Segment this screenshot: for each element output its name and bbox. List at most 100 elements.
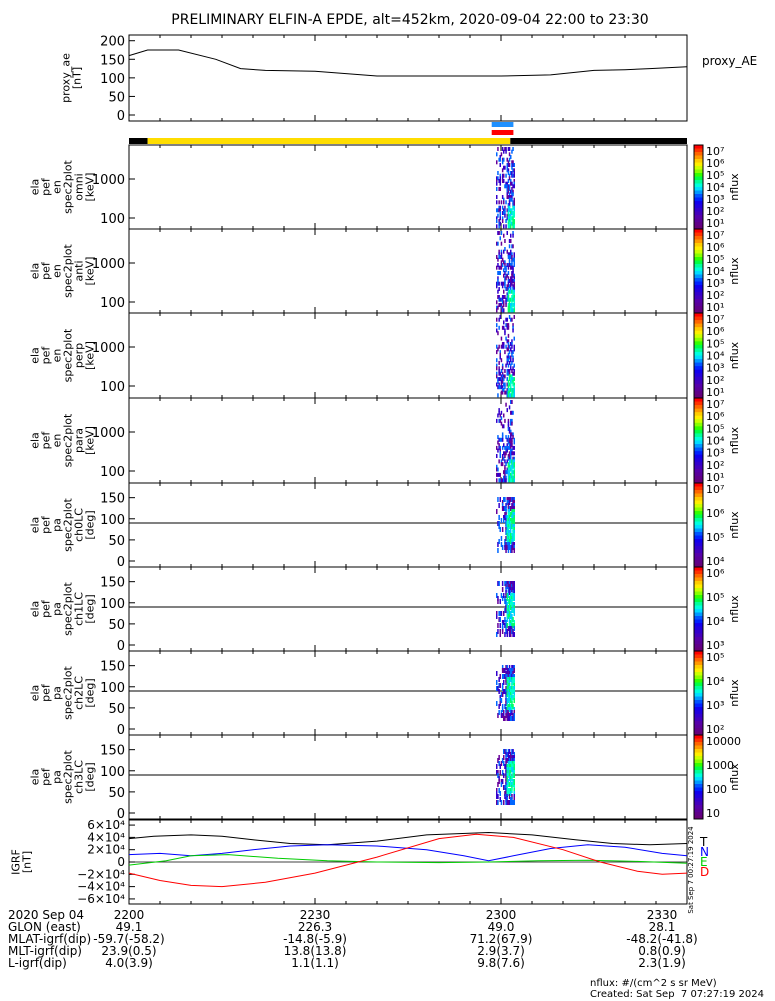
spectrogram-cell [506, 292, 508, 297]
spectrogram-cell [501, 216, 504, 221]
spectrogram-cell [506, 323, 508, 328]
spectrogram-cell [512, 521, 514, 526]
y-tick-label: 100 [100, 513, 125, 528]
colorbar-segment [694, 444, 703, 449]
spectrogram-cell [513, 542, 515, 547]
colorbar-tick-label: 10⁶ [706, 567, 725, 580]
colorbar-segment [694, 721, 703, 725]
spectrogram-cell [497, 295, 499, 299]
spectrogram-cell [504, 599, 506, 604]
spectrogram-cell [507, 536, 510, 541]
colorbar-tick-label: 10⁴ [706, 181, 725, 194]
spectrogram-cell [501, 432, 504, 437]
spectrogram-cell [508, 542, 511, 547]
spectrogram-cell [506, 593, 508, 598]
spectrogram-cell [496, 701, 498, 706]
spectrogram-cell [507, 509, 510, 514]
spectrogram-cell [506, 448, 508, 453]
spectrogram-cell [508, 377, 511, 382]
spectrogram-cell [508, 605, 511, 610]
colorbar-tick-label: 10⁴ [706, 435, 725, 448]
spectrogram-cell [497, 758, 499, 763]
igrf-legend-E: E [700, 855, 708, 869]
spectrogram-cell [508, 632, 511, 637]
spectrogram-cell [500, 305, 503, 310]
colorbar-segment [694, 351, 703, 356]
spectrogram-cell [513, 472, 515, 477]
spectrogram-cell [505, 581, 507, 586]
spectrogram-cell [499, 448, 501, 453]
spectrogram-cell [513, 668, 515, 673]
colorbar-segment [694, 366, 703, 371]
spectrogram-cell [504, 147, 506, 151]
spectrogram-cell [505, 317, 507, 322]
colorbar-segment [694, 458, 703, 463]
spectrogram-cell [508, 509, 511, 514]
colorbar-frame [693, 734, 704, 820]
spectrogram-cell [496, 418, 498, 423]
spectrogram-cell [499, 632, 501, 637]
spectrogram-cell [498, 710, 500, 715]
spectrogram-cell [511, 171, 513, 175]
spectrogram-cell [513, 593, 515, 598]
spectrogram-cell [508, 255, 511, 259]
spectrogram-cell [512, 379, 514, 384]
spectrogram-cell [499, 271, 501, 275]
spectrogram-cell [512, 371, 514, 376]
colorbar-segment [694, 197, 703, 202]
footer-value: 2330 [646, 908, 678, 922]
spectrogram-cell [505, 149, 507, 154]
spectrogram-cell [507, 674, 510, 679]
spectrogram-cell [513, 263, 515, 267]
spectrogram-cell [505, 402, 507, 407]
ylabel-line: en [51, 434, 64, 448]
spectrogram-panel: 150100500elapefpaspec2plotch3LC[deg]1000… [29, 734, 741, 822]
spectrogram-cell [510, 437, 512, 442]
spectrogram-cell [496, 265, 498, 270]
spectrogram-cell [506, 596, 508, 601]
spectrogram-cell [500, 241, 503, 246]
spectrogram-cell [504, 581, 506, 586]
spectrogram-cell [506, 500, 508, 505]
colorbar-segment [694, 201, 703, 205]
colorbar-segment [694, 728, 703, 732]
orbit-segment [510, 138, 687, 144]
spectrogram-cell [500, 713, 503, 718]
colorbar-tick-label: 10⁵ [706, 651, 724, 664]
spectrogram-cell [513, 257, 515, 262]
spectrogram-cell [496, 794, 498, 799]
spectrogram-cell [513, 524, 515, 529]
spectrogram-cell [513, 509, 515, 514]
spectrogram-cell [497, 347, 499, 352]
spectrogram-cell [507, 497, 510, 502]
spectrogram-cell [511, 377, 513, 382]
ylabel-line: ch3LC [73, 760, 86, 794]
spectrogram-cell [512, 542, 514, 547]
igrf-ylabel: IGRF[nT] [10, 849, 34, 875]
spectrogram-cell [512, 287, 514, 291]
colorbar-segment [694, 679, 703, 683]
spectrogram-cell [507, 680, 510, 685]
spectrogram-cell [505, 626, 507, 631]
spectrogram-cell [511, 244, 513, 249]
y-tick-label: 50 [108, 90, 125, 105]
spectrogram-cell [510, 189, 512, 194]
spectrogram-cell [512, 224, 514, 229]
spectrogram-cell [496, 366, 498, 371]
colorbar-segment [694, 756, 703, 760]
spectrogram-cell [498, 200, 500, 205]
spectrogram-cell [510, 587, 512, 592]
colorbar-segment [694, 532, 703, 536]
ylabel-line: [deg] [84, 678, 97, 707]
colorbar-segment [694, 563, 703, 568]
spectrogram-cell [507, 710, 510, 715]
spectrogram-cell [512, 539, 514, 544]
spectrogram-cell [510, 347, 512, 352]
spectrogram-cell [501, 342, 504, 346]
ylabel-line: [nT] [71, 67, 84, 89]
spectrogram-cell [508, 626, 511, 631]
spectrogram-cell [508, 244, 511, 249]
spectrogram-cell [506, 767, 508, 772]
spectrogram-cell [507, 352, 510, 357]
colorbar-segment [694, 302, 703, 307]
